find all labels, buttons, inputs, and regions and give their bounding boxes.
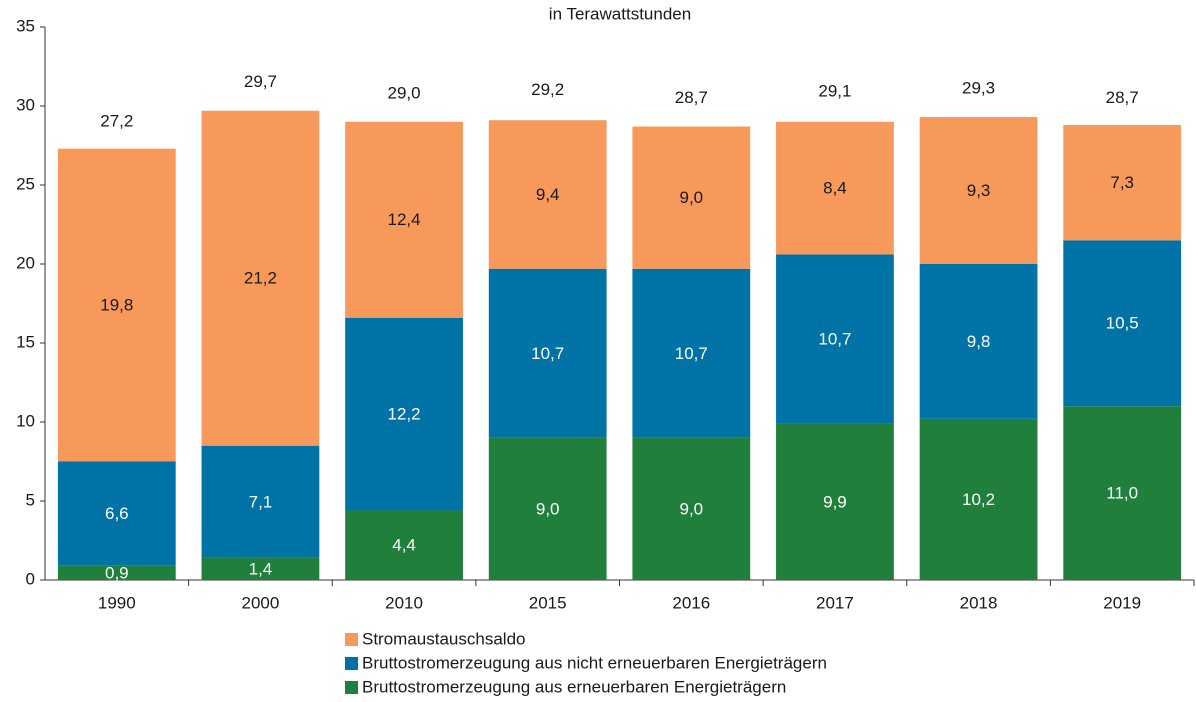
x-tick-label: 2017 [816,593,854,612]
y-tick-label: 10 [16,411,35,430]
bar-segment [57,461,176,566]
value-label: 9,0 [679,499,703,518]
bar-segment [57,565,176,580]
value-label: 10,7 [531,344,564,363]
value-label: 12,4 [388,210,421,229]
total-label: 29,0 [388,83,421,102]
bar-segment [1063,240,1182,407]
x-tick-label: 2010 [385,593,423,612]
bar-segment [345,317,463,511]
value-label: 7,3 [1110,173,1134,192]
total-label: 28,7 [1106,88,1139,107]
value-label: 10,7 [818,330,851,349]
bar-segment [57,148,176,462]
legend-label: Bruttostromerzeugung aus nicht erneuerba… [362,653,827,672]
total-label: 29,7 [244,72,277,91]
value-label: 9,0 [536,499,560,518]
total-label: 29,2 [531,80,564,99]
bar-segment [488,120,607,269]
value-label: 9,9 [823,492,847,511]
x-tick-label: 2015 [529,593,567,612]
legend-swatch [345,681,358,694]
value-label: 6,6 [105,504,129,523]
legend-swatch [345,657,358,670]
legend-label: Bruttostromerzeugung aus erneuerbaren En… [362,677,786,696]
y-tick-label: 25 [16,174,35,193]
y-tick-label: 0 [26,569,35,588]
value-label: 9,4 [536,185,560,204]
y-tick-label: 20 [16,253,35,272]
value-label: 4,4 [392,536,416,555]
y-tick-label: 15 [16,332,35,351]
total-label: 29,1 [818,82,851,101]
bar-segment [919,117,1038,264]
value-label: 9,8 [967,332,991,351]
bar-segment [919,418,1038,580]
bar-segment [201,557,320,580]
x-tick-label: 2016 [672,593,710,612]
value-label: 10,7 [675,344,708,363]
value-label: 8,4 [823,179,847,198]
x-tick-label: 2019 [1103,593,1141,612]
value-label: 12,2 [388,405,421,424]
value-label: 10,2 [962,490,995,509]
bar-segment [488,268,607,438]
value-label: 10,5 [1106,314,1139,333]
bar-segment [201,110,320,446]
bar-segment [1063,124,1182,241]
y-tick-label: 30 [16,95,35,114]
value-label: 9,0 [679,188,703,207]
bar-segment [776,254,894,424]
x-tick-label: 2000 [242,593,280,612]
total-label: 28,7 [675,88,708,107]
value-label: 21,2 [244,269,277,288]
bar-segment [345,121,463,318]
value-label: 1,4 [249,559,273,578]
total-label: 29,3 [962,79,995,98]
value-label: 9,3 [967,181,991,200]
bar-segment [776,423,894,580]
legend-swatch [345,633,358,646]
bar-segment [919,264,1038,419]
value-label: 7,1 [249,492,273,511]
bar-segment [632,268,751,438]
bar-segment [1063,406,1182,580]
value-label: 0,9 [105,563,129,582]
value-label: 11,0 [1106,484,1138,503]
bar-segment [632,437,751,580]
x-tick-label: 1990 [98,593,136,612]
y-tick-label: 35 [16,16,35,35]
x-tick-label: 2018 [960,593,998,612]
y-tick-label: 5 [26,490,35,509]
legend-label: Stromaustauschsaldo [362,629,525,648]
total-label: 27,2 [100,112,133,131]
bar-segment [201,445,320,558]
bar-segment [345,510,463,580]
bar-segment [488,437,607,580]
bar-segment [776,121,894,255]
chart-subtitle: in Terawattstunden [549,4,691,23]
value-label: 19,8 [100,296,133,315]
bar-segment [632,126,751,269]
